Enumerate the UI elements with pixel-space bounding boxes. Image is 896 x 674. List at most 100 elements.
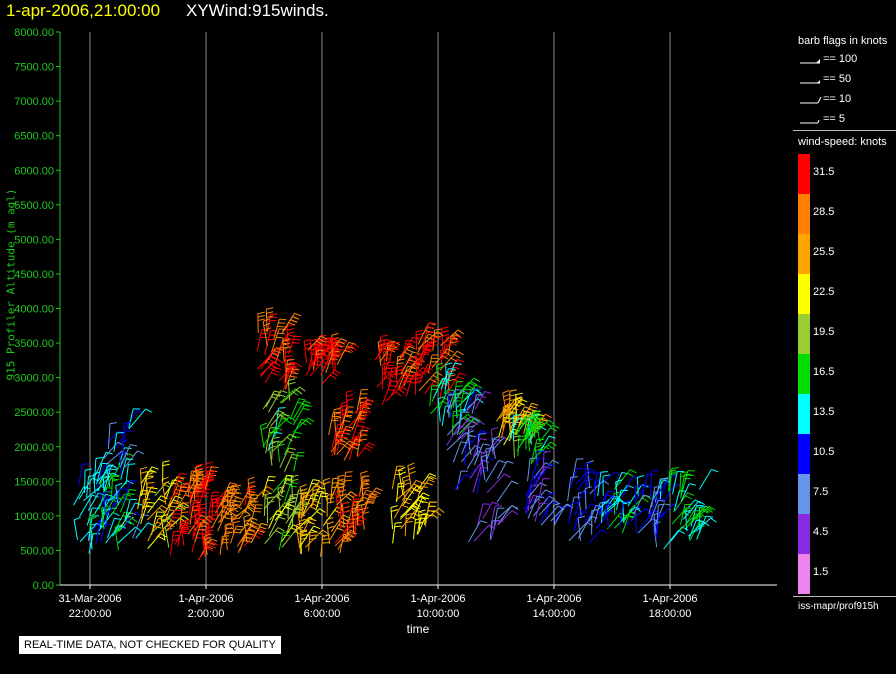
wind-barb <box>179 502 190 529</box>
wind-barb <box>103 468 118 492</box>
wind-barb <box>260 347 282 370</box>
x-tick-time: 14:00:00 <box>533 608 576 620</box>
wind-barb <box>493 507 505 530</box>
wind-barb <box>269 412 289 427</box>
wind-barb <box>512 413 521 441</box>
wind-barb <box>599 490 615 516</box>
wind-barb <box>415 329 424 351</box>
wind-barb <box>224 522 233 551</box>
colorbar-label: 16.5 <box>813 366 835 378</box>
wind-barb <box>124 409 144 430</box>
wind-barb <box>83 468 93 493</box>
wind-barb <box>357 442 376 458</box>
wind-barb <box>381 380 399 406</box>
colorbar-swatch <box>798 194 810 234</box>
y-tick-label: 1500.00 <box>14 476 54 488</box>
wind-barb <box>264 347 284 364</box>
wind-barb <box>113 432 124 452</box>
y-tick-label: 4500.00 <box>14 269 54 281</box>
wind-barb <box>615 479 623 502</box>
wind-barb <box>128 408 152 430</box>
wind-barb <box>453 415 478 436</box>
wind-barb <box>96 472 120 492</box>
wind-barb <box>194 464 204 488</box>
wind-barb <box>139 466 148 493</box>
wind-barb <box>87 515 100 541</box>
x-tick-date: 1-Apr-2006 <box>410 593 465 605</box>
wind-barb <box>679 471 688 493</box>
colorbar-label: 13.5 <box>813 406 835 418</box>
wind-barb <box>180 519 189 546</box>
wind-barb <box>604 499 625 512</box>
wind-barb <box>685 509 693 531</box>
speed-legend-title: wind-speed: knots <box>798 136 887 148</box>
wind-barb <box>456 421 479 440</box>
wind-barb <box>649 499 666 521</box>
wind-barb <box>634 484 643 505</box>
wind-barb <box>378 334 388 359</box>
wind-barb <box>695 517 717 533</box>
wind-barb <box>537 478 550 504</box>
wind-barb <box>140 471 155 496</box>
wind-barb <box>567 476 578 502</box>
wind-barb <box>485 459 506 483</box>
colorbar-swatch <box>798 154 810 194</box>
wind-barb <box>514 415 533 434</box>
wind-barb <box>414 373 423 395</box>
wind-barb <box>119 488 137 513</box>
wind-barb <box>203 533 212 555</box>
x-tick-time: 18:00:00 <box>649 608 692 620</box>
y-tick-label: 7500.00 <box>14 62 54 74</box>
wind-barb <box>282 339 291 362</box>
wind-barb <box>539 424 560 442</box>
wind-barb <box>123 480 138 502</box>
wind-barb <box>401 475 411 499</box>
wind-barb <box>456 389 482 408</box>
wind-barb <box>305 356 324 376</box>
wind-barb <box>381 362 390 390</box>
colorbar-swatch <box>798 474 810 514</box>
wind-barb <box>393 497 413 519</box>
wind-barb <box>354 398 374 414</box>
wind-barb <box>307 335 328 351</box>
wind-barb <box>416 514 429 535</box>
wind-barb <box>299 525 321 547</box>
wind-barb <box>315 492 329 511</box>
wind-barb <box>532 495 556 517</box>
wind-barb <box>326 517 335 544</box>
wind-barb <box>533 410 541 438</box>
wind-barb <box>542 450 551 472</box>
wind-barb <box>291 418 309 438</box>
wind-barb <box>614 469 637 490</box>
wind-barb <box>172 473 187 493</box>
wind-barb <box>497 460 514 479</box>
wind-barb <box>568 502 579 524</box>
colorbar-swatch <box>798 274 810 314</box>
wind-barb <box>496 510 519 526</box>
wind-barb <box>396 482 406 503</box>
barb-flag-100-icon <box>800 59 820 64</box>
wind-barb <box>641 473 655 497</box>
wind-barb <box>576 468 597 485</box>
colorbar-swatch <box>798 234 810 274</box>
wind-barb <box>456 381 476 397</box>
wind-barb <box>650 469 659 497</box>
wind-barb <box>263 493 285 510</box>
wind-barb <box>429 384 439 407</box>
wind-barb <box>507 398 528 418</box>
wind-barb <box>86 475 96 498</box>
legend-divider <box>793 130 896 131</box>
wind-barb <box>194 521 209 543</box>
wind-barb <box>646 497 666 521</box>
wind-barb <box>463 440 474 466</box>
wind-barb <box>94 451 113 476</box>
wind-barb <box>337 531 356 550</box>
wind-barb <box>119 444 138 468</box>
y-tick-label: 0.00 <box>33 580 54 592</box>
wind-barb <box>490 505 503 528</box>
colorbar-label: 19.5 <box>813 326 835 338</box>
wind-barb <box>497 504 519 520</box>
y-tick-label: 500.00 <box>20 545 54 557</box>
wind-barb <box>354 489 373 510</box>
wind-barb <box>78 463 90 486</box>
